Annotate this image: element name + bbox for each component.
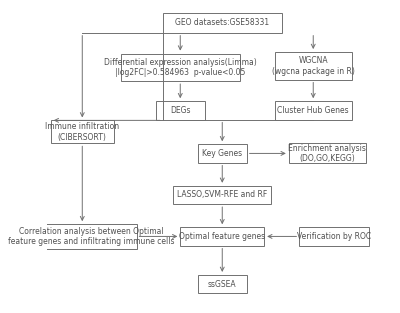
FancyBboxPatch shape	[163, 13, 282, 33]
Text: ssGSEA: ssGSEA	[208, 280, 236, 289]
Text: Differential expression analysis(Limma)
|log2FC|>0.584963  p-value<0.05: Differential expression analysis(Limma) …	[104, 58, 257, 77]
FancyBboxPatch shape	[198, 275, 247, 293]
Text: Optimal feature genes: Optimal feature genes	[179, 232, 265, 241]
Text: Immune infiltration
(CIBERSORT): Immune infiltration (CIBERSORT)	[45, 122, 119, 141]
Text: Cluster Hub Genes: Cluster Hub Genes	[278, 106, 349, 115]
Text: Correlation analysis between Optimal
feature genes and infiltrating immune cells: Correlation analysis between Optimal fea…	[8, 227, 174, 246]
FancyBboxPatch shape	[173, 186, 271, 204]
FancyBboxPatch shape	[156, 101, 205, 120]
FancyBboxPatch shape	[51, 121, 114, 143]
FancyBboxPatch shape	[46, 224, 136, 249]
Text: DEGs: DEGs	[170, 106, 190, 115]
FancyBboxPatch shape	[275, 52, 352, 80]
FancyBboxPatch shape	[275, 101, 352, 120]
Text: Enrichment analysis
(DO,GO,KEGG): Enrichment analysis (DO,GO,KEGG)	[288, 144, 366, 163]
FancyBboxPatch shape	[198, 144, 247, 163]
Text: GEO datasets:GSE58331: GEO datasets:GSE58331	[175, 18, 269, 27]
Text: Verification by ROC: Verification by ROC	[297, 232, 371, 241]
FancyBboxPatch shape	[121, 54, 240, 81]
FancyBboxPatch shape	[289, 143, 366, 163]
Text: LASSO,SVM-RFE and RF: LASSO,SVM-RFE and RF	[177, 190, 267, 199]
FancyBboxPatch shape	[299, 227, 369, 246]
FancyBboxPatch shape	[180, 227, 264, 246]
Text: WGCNA
(wgcna package in R): WGCNA (wgcna package in R)	[272, 56, 355, 75]
Text: Key Genes: Key Genes	[202, 149, 242, 158]
